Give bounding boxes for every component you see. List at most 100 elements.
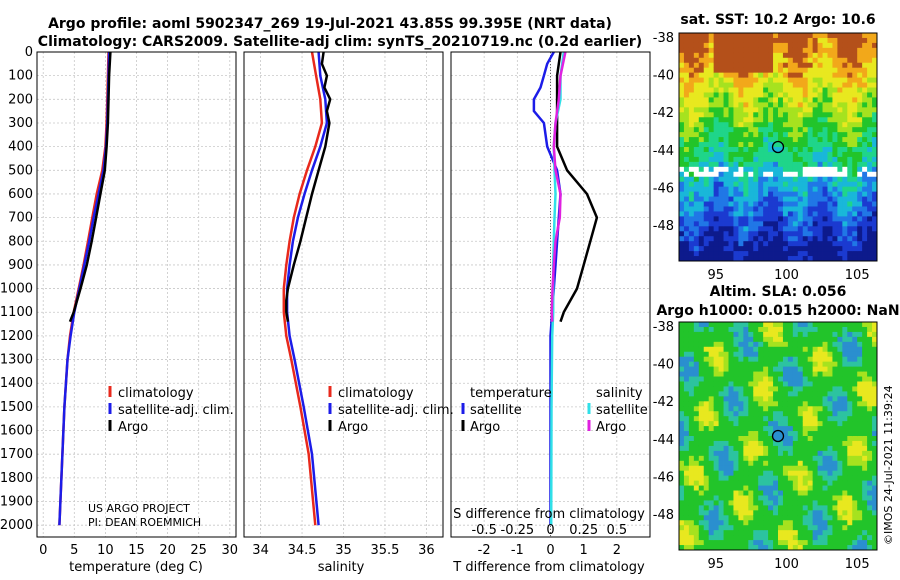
map-cell	[802, 251, 809, 257]
map-cell	[837, 92, 843, 98]
map-cell	[867, 161, 873, 168]
map-cell	[738, 535, 744, 541]
map-cell	[847, 156, 853, 163]
map-cell	[693, 351, 700, 358]
map-cell	[782, 117, 789, 123]
map-cell	[738, 520, 744, 526]
map-cell	[867, 171, 873, 178]
map-cell	[738, 515, 744, 521]
map-cell	[817, 450, 823, 457]
map-cell	[797, 421, 804, 427]
map-cell	[679, 112, 685, 118]
map-cell	[842, 371, 848, 377]
map-cell	[802, 530, 809, 536]
map-cell	[703, 515, 710, 521]
map-cell	[857, 33, 863, 39]
map-cell	[773, 450, 779, 457]
map-cell	[688, 530, 695, 536]
legend-temperature-title: temperature	[470, 386, 552, 401]
map-cell	[688, 231, 695, 237]
map-cell	[743, 431, 749, 437]
map-cell	[837, 515, 843, 521]
map-cell	[782, 530, 789, 536]
map-cell	[787, 386, 794, 392]
map-cell	[679, 82, 685, 88]
map-cell	[743, 142, 749, 148]
map-cell	[812, 490, 818, 496]
map-cell	[832, 191, 838, 197]
map-cell	[763, 112, 769, 118]
map-cell	[758, 176, 764, 183]
map-cell	[718, 251, 724, 257]
map-cell	[778, 221, 784, 227]
map-cell	[787, 67, 794, 74]
map-cell	[842, 82, 848, 88]
map-cell	[827, 57, 833, 64]
map-cell	[832, 47, 838, 54]
map-cell	[802, 211, 809, 217]
map-cell	[807, 236, 814, 242]
map-cell	[698, 216, 705, 222]
map-cell	[708, 525, 715, 531]
map-cell	[782, 52, 789, 59]
map-cell	[792, 226, 799, 232]
map-cell	[683, 107, 690, 113]
map-cell	[812, 406, 818, 412]
map-cell	[773, 147, 779, 153]
map-cell	[703, 540, 710, 546]
map-cell	[718, 401, 724, 407]
map-cell	[723, 326, 729, 333]
map-cell	[718, 455, 724, 462]
map-cell	[822, 520, 828, 526]
map-cell	[807, 112, 814, 118]
map-cell	[758, 436, 764, 442]
map-cell	[763, 470, 769, 477]
map-cell	[832, 515, 838, 521]
map-cell	[728, 256, 734, 261]
map-cell	[782, 246, 789, 252]
map-cell	[852, 386, 858, 392]
map-cell	[812, 450, 818, 457]
map-cell	[708, 33, 715, 39]
map-cell	[797, 211, 804, 217]
map-cell	[782, 62, 789, 69]
map-cell	[847, 246, 853, 252]
map-cell	[693, 470, 700, 477]
map-cell	[817, 236, 823, 242]
map-cell	[713, 67, 719, 74]
map-cell	[743, 226, 749, 232]
map-cell	[787, 510, 794, 516]
map-cell	[802, 77, 809, 83]
map-cell	[698, 196, 705, 202]
map-cell	[817, 341, 823, 348]
map-cell	[782, 151, 789, 158]
map-cell	[837, 107, 843, 113]
map-cell	[763, 33, 769, 39]
map-cell	[773, 431, 779, 437]
map-cell	[867, 401, 873, 407]
map-cell	[748, 341, 754, 348]
map-cell	[768, 322, 774, 328]
map-cell	[862, 67, 868, 74]
map-cell	[842, 366, 848, 372]
map-cell	[812, 530, 818, 536]
map-cell	[733, 52, 739, 59]
map-cell	[698, 525, 705, 531]
map-cell	[857, 47, 863, 54]
map-cell	[683, 510, 690, 516]
map-cell	[832, 351, 838, 358]
map-cell	[753, 525, 759, 531]
map-cell	[778, 366, 784, 372]
map-cell	[728, 151, 734, 158]
map-cell	[728, 510, 734, 516]
map-cell	[792, 401, 799, 407]
map-cell	[733, 341, 739, 348]
map-cell	[852, 33, 858, 39]
map-cell	[708, 251, 715, 257]
map-cell	[872, 33, 877, 39]
map-cell	[758, 102, 764, 108]
map-cell	[758, 47, 764, 54]
map-cell	[807, 515, 814, 521]
map-cell	[802, 421, 809, 427]
map-cell	[743, 156, 749, 163]
